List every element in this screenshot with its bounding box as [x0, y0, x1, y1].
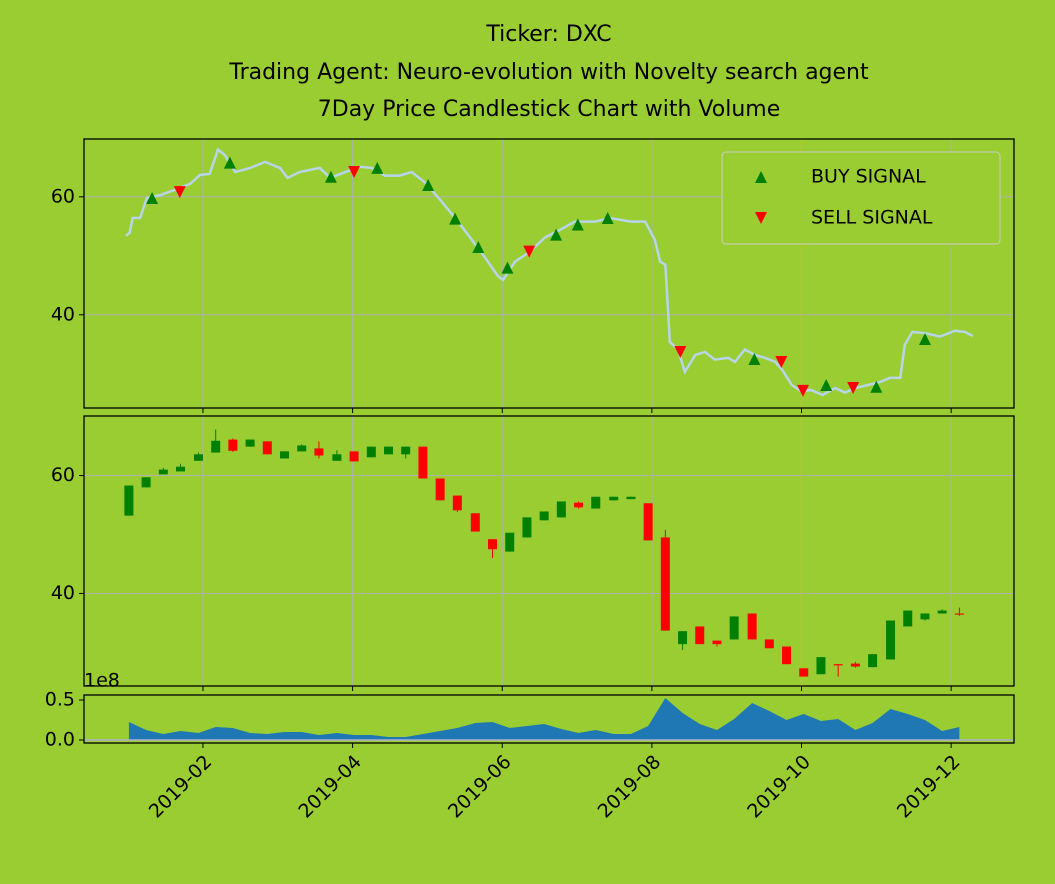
y-tick-label: 40	[51, 303, 75, 325]
buy-marker	[550, 228, 563, 241]
candle-body	[556, 501, 566, 518]
x-tick-label: 2019-08	[594, 751, 666, 823]
candle-body	[747, 613, 757, 640]
candle-body	[228, 439, 238, 451]
candle-body	[349, 451, 359, 462]
sell-marker	[348, 166, 361, 179]
candle-body	[712, 640, 722, 645]
candle-body	[401, 446, 411, 455]
candle-body	[850, 663, 860, 667]
candle-body	[660, 537, 670, 631]
candle-body	[609, 496, 619, 501]
candle-body	[522, 517, 532, 538]
candle-body	[816, 657, 826, 675]
buy-marker	[501, 261, 514, 274]
sell-marker	[674, 345, 687, 358]
chart-subtitle: Trading Agent: Neuro-evolution with Nove…	[228, 60, 869, 85]
candle-body	[886, 620, 896, 660]
buy-marker	[146, 191, 159, 204]
candle-body	[954, 613, 964, 615]
candle-body	[643, 503, 653, 541]
candle-body	[799, 668, 809, 677]
candle-body	[193, 454, 203, 461]
buy-marker	[601, 212, 614, 225]
buy-marker	[324, 170, 337, 183]
buy-marker	[820, 378, 833, 391]
buy-marker	[571, 218, 584, 231]
candle-body	[384, 446, 394, 455]
candle-body	[505, 532, 515, 552]
candle-body	[833, 664, 843, 666]
y-tick-label: 60	[51, 185, 75, 207]
candle-body	[141, 477, 151, 488]
legend	[721, 151, 1001, 245]
candle-body	[297, 445, 307, 452]
candle-body	[124, 485, 134, 516]
plot-frame	[83, 694, 1015, 744]
buy-marker	[472, 240, 485, 253]
candle-body	[280, 451, 290, 459]
buy-marker	[918, 332, 931, 345]
y-tick-label: 40	[51, 582, 75, 604]
buy-marker	[870, 380, 883, 393]
candle-body	[678, 631, 688, 645]
sell-marker	[847, 381, 860, 394]
candle-body	[488, 539, 498, 550]
candle-body	[366, 446, 376, 458]
candle-body	[211, 440, 221, 453]
candle-body	[591, 496, 601, 509]
candle-body	[626, 496, 636, 500]
x-tick-label: 2019-12	[893, 751, 965, 823]
x-tick-label: 2019-04	[294, 751, 366, 823]
candle-body	[332, 454, 342, 461]
candle-body	[314, 448, 324, 456]
x-tick-label: 2019-10	[743, 751, 815, 823]
y-tick-label: 0.5	[45, 689, 75, 711]
legend-marker	[755, 171, 767, 183]
candle-body	[245, 439, 255, 447]
candle-body	[729, 616, 739, 640]
candle-body	[695, 626, 705, 645]
offset-label: 1e8	[84, 670, 120, 692]
buy-marker	[422, 179, 435, 192]
candle-body	[539, 511, 549, 521]
price-line	[125, 147, 974, 397]
sell-marker	[775, 355, 788, 368]
candle-body	[782, 646, 792, 665]
candle-body	[158, 469, 168, 475]
candle-body	[435, 478, 445, 501]
legend-label: BUY SIGNAL	[811, 166, 926, 188]
sell-marker	[173, 186, 186, 199]
y-tick-label: 0.0	[45, 729, 75, 751]
candle-body	[920, 613, 930, 620]
candle-body	[574, 502, 584, 508]
sell-marker	[797, 384, 810, 397]
plot-frame	[83, 138, 1015, 409]
buy-marker	[371, 161, 384, 174]
sell-marker	[523, 245, 536, 258]
buy-marker	[748, 353, 761, 366]
x-tick-label: 2019-02	[145, 751, 217, 823]
legend-marker	[755, 212, 767, 224]
y-tick-label: 60	[51, 464, 75, 486]
chart-subtitle: 7Day Price Candlestick Chart with Volume	[318, 97, 780, 122]
candle-body	[903, 610, 913, 627]
candle-body	[262, 441, 272, 455]
candle-body	[452, 495, 462, 511]
x-tick-label: 2019-06	[444, 751, 516, 823]
candle-body	[418, 446, 428, 479]
buy-marker	[223, 156, 236, 169]
candle-body	[868, 654, 878, 668]
plot-frame	[83, 415, 1015, 687]
volume-area	[128, 698, 960, 740]
candle-body	[764, 639, 774, 649]
buy-marker	[449, 212, 462, 225]
candle-body	[937, 610, 947, 614]
candle-body	[470, 513, 480, 532]
legend-label: SELL SIGNAL	[811, 207, 933, 229]
chart-title: Ticker: DXC	[485, 22, 611, 47]
plot-area	[84, 416, 1014, 686]
candle-body	[176, 466, 186, 472]
